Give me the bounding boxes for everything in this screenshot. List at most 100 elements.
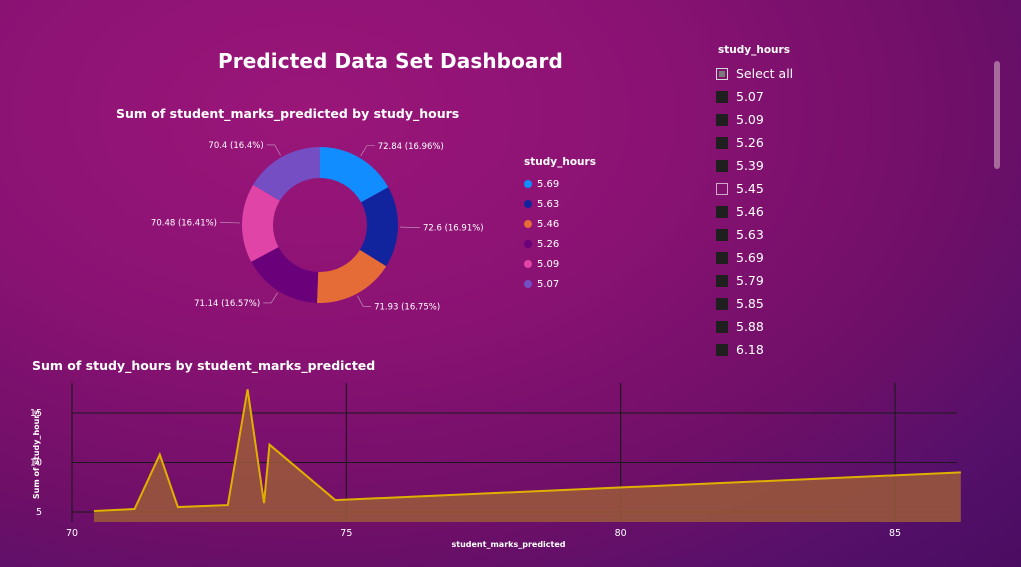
slicer-item-label: 5.69 bbox=[736, 250, 764, 265]
area-series-line[interactable] bbox=[93, 389, 961, 513]
x-tick-label: 75 bbox=[340, 528, 352, 539]
checkbox-icon[interactable] bbox=[716, 182, 728, 195]
donut-slice[interactable] bbox=[359, 187, 398, 267]
donut-slice[interactable] bbox=[251, 247, 319, 303]
y-tick-label: 10 bbox=[30, 458, 42, 469]
slicer-item-label: 5.09 bbox=[736, 112, 764, 127]
checkbox-icon[interactable] bbox=[716, 205, 728, 218]
donut-chart-title: Sum of student_marks_predicted by study_… bbox=[116, 106, 460, 121]
data-point[interactable] bbox=[333, 498, 338, 503]
slicer-item[interactable]: 5.88 bbox=[716, 315, 976, 338]
donut-slice[interactable] bbox=[242, 184, 280, 262]
data-point[interactable] bbox=[91, 509, 96, 514]
legend-item-label: 5.46 bbox=[537, 218, 560, 230]
slicer-item[interactable]: 5.26 bbox=[716, 131, 976, 154]
legend-item-label: 5.63 bbox=[537, 198, 560, 210]
y-tick-label: 5 bbox=[36, 507, 42, 518]
slicer-item[interactable]: 5.45 bbox=[716, 177, 976, 200]
slice-data-label: 71.93 (16.75%) bbox=[374, 302, 440, 312]
legend-item-label: 5.69 bbox=[537, 178, 560, 190]
legend-dot-icon bbox=[524, 220, 532, 228]
donut-legend: study_hours 5.69 5.63 5.46 5.26 5.09 5.07 bbox=[524, 156, 596, 294]
area-chart-title: Sum of study_hours by student_marks_pred… bbox=[32, 358, 376, 373]
legend-dot-icon bbox=[524, 180, 532, 188]
data-point[interactable] bbox=[267, 442, 272, 447]
slice-data-label: 72.84 (16.96%) bbox=[378, 142, 444, 152]
legend-dot-icon bbox=[524, 240, 532, 248]
slicer-item-label: 6.18 bbox=[736, 342, 764, 357]
slice-data-label: 72.6 (16.91%) bbox=[423, 223, 484, 233]
slicer-item[interactable]: 5.07 bbox=[716, 85, 976, 108]
data-point[interactable] bbox=[175, 505, 180, 510]
checkbox-icon[interactable] bbox=[716, 159, 728, 172]
legend-item-label: 5.09 bbox=[537, 258, 560, 270]
x-axis-label: student_marks_predicted bbox=[452, 540, 566, 549]
legend-item-label: 5.26 bbox=[537, 238, 560, 250]
slicer-item[interactable]: 5.85 bbox=[716, 292, 976, 315]
legend-item[interactable]: 5.63 bbox=[524, 194, 596, 214]
legend-item[interactable]: 5.09 bbox=[524, 254, 596, 274]
legend-dot-icon bbox=[524, 280, 532, 288]
y-axis-label: Sum of study_hours bbox=[32, 410, 41, 499]
data-point[interactable] bbox=[245, 387, 250, 392]
legend-item[interactable]: 5.26 bbox=[524, 234, 596, 254]
slicer-item[interactable]: 5.46 bbox=[716, 200, 976, 223]
checkbox-icon[interactable] bbox=[716, 90, 728, 103]
checkbox-icon[interactable] bbox=[716, 228, 728, 241]
slicer-item-label: 5.26 bbox=[736, 135, 764, 150]
donut-slice[interactable] bbox=[320, 147, 389, 203]
donut-slice[interactable] bbox=[316, 249, 387, 303]
slicer-item-label: 5.79 bbox=[736, 273, 764, 288]
study-hours-slicer: study_hours Select all 5.07 5.09 5.26 5.39 5.… bbox=[716, 44, 976, 361]
data-point[interactable] bbox=[225, 503, 230, 508]
checkbox-icon[interactable] bbox=[716, 274, 728, 287]
data-point[interactable] bbox=[132, 507, 137, 512]
x-tick-label: 80 bbox=[615, 528, 627, 539]
legend-dot-icon bbox=[524, 200, 532, 208]
slicer-select-all[interactable]: Select all bbox=[716, 62, 976, 85]
y-tick-label: 15 bbox=[30, 408, 42, 419]
checkbox-icon[interactable] bbox=[716, 67, 728, 80]
slicer-title: study_hours bbox=[718, 44, 790, 56]
slicer-item-label: 5.63 bbox=[736, 227, 764, 242]
slicer-item[interactable]: 6.18 bbox=[716, 338, 976, 361]
slice-data-label: 71.14 (16.57%) bbox=[194, 299, 260, 309]
slice-data-label: 70.4 (16.4%) bbox=[208, 141, 263, 151]
checkbox-icon[interactable] bbox=[716, 343, 728, 356]
slicer-item[interactable]: 5.79 bbox=[716, 269, 976, 292]
slice-data-label: 70.48 (16.41%) bbox=[151, 219, 217, 229]
legend-item[interactable]: 5.69 bbox=[524, 174, 596, 194]
legend-title: study_hours bbox=[524, 156, 596, 168]
slicer-item-label: Select all bbox=[736, 66, 794, 81]
data-point[interactable] bbox=[958, 470, 963, 475]
slicer-item-label: 5.88 bbox=[736, 319, 764, 334]
checkbox-icon[interactable] bbox=[716, 136, 728, 149]
slice-leader-line bbox=[357, 295, 372, 307]
slicer-item-label: 5.39 bbox=[736, 158, 764, 173]
slicer-item-label: 5.45 bbox=[736, 181, 764, 196]
slicer-item[interactable]: 5.69 bbox=[716, 246, 976, 269]
checkbox-icon[interactable] bbox=[716, 251, 728, 264]
legend-dot-icon bbox=[524, 260, 532, 268]
dashboard-title: Predicted Data Set Dashboard bbox=[218, 49, 563, 73]
slice-leader-line bbox=[266, 144, 281, 156]
donut-slice[interactable] bbox=[253, 147, 320, 201]
slicer-scrollbar[interactable] bbox=[994, 61, 1000, 169]
legend-item[interactable]: 5.07 bbox=[524, 274, 596, 294]
slicer-item[interactable]: 5.09 bbox=[716, 108, 976, 131]
slice-leader-line bbox=[360, 145, 375, 157]
legend-item[interactable]: 5.46 bbox=[524, 214, 596, 234]
data-point[interactable] bbox=[262, 501, 267, 506]
data-point[interactable] bbox=[157, 452, 162, 457]
checkbox-icon[interactable] bbox=[716, 320, 728, 333]
slicer-item-label: 5.07 bbox=[736, 89, 764, 104]
slicer-item[interactable]: 5.39 bbox=[716, 154, 976, 177]
checkbox-icon[interactable] bbox=[716, 297, 728, 310]
slicer-item-label: 5.85 bbox=[736, 296, 764, 311]
x-tick-label: 85 bbox=[889, 528, 901, 539]
checkbox-icon[interactable] bbox=[716, 113, 728, 126]
slicer-item-label: 5.46 bbox=[736, 204, 764, 219]
slicer-item[interactable]: 5.63 bbox=[716, 223, 976, 246]
